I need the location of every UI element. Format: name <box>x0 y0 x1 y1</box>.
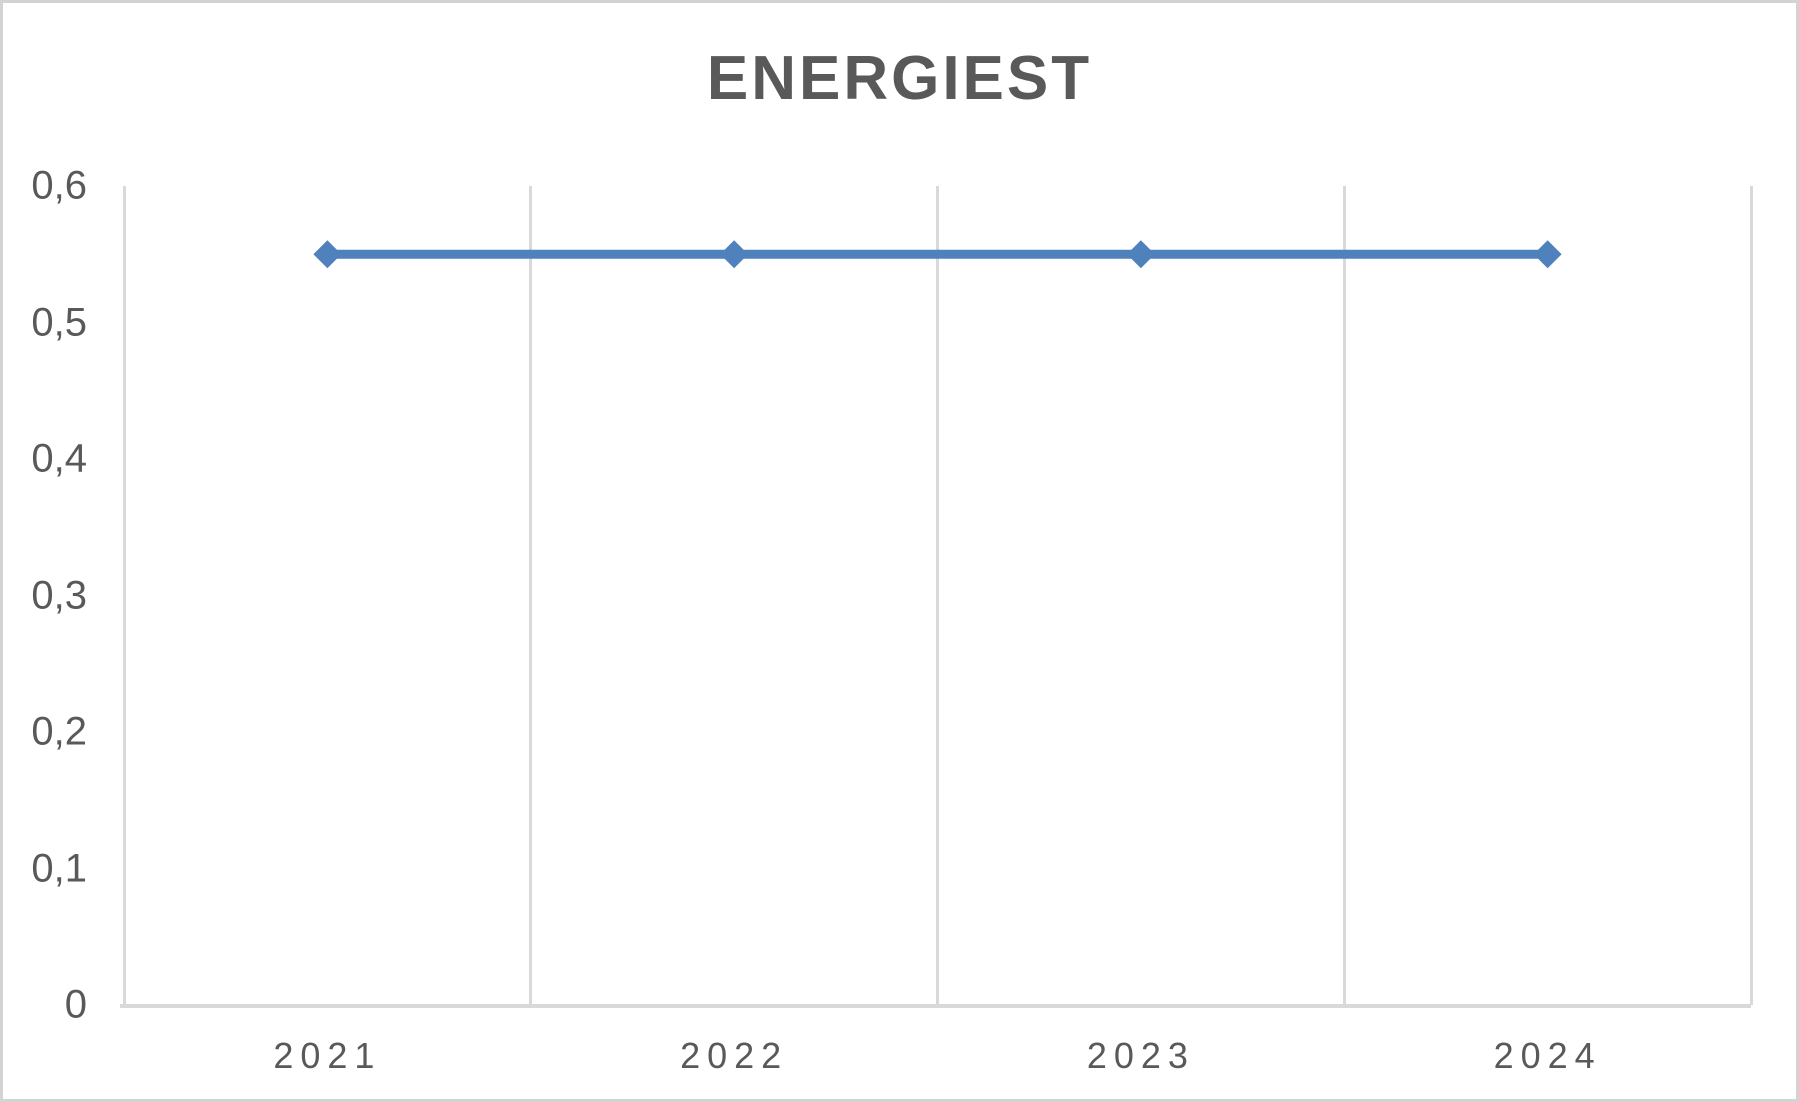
x-tick-label: 2023 <box>1086 1035 1195 1076</box>
plot-area <box>120 186 1753 1008</box>
y-axis-line <box>123 186 126 1005</box>
vertical-gridline <box>936 186 939 1005</box>
x-tick-label: 2024 <box>1493 1035 1602 1076</box>
y-tick-label: 0,1 <box>31 846 87 890</box>
x-tick-label: 2021 <box>273 1035 382 1076</box>
y-tick-label: 0 <box>64 982 87 1027</box>
x-tick-label: 2022 <box>680 1035 789 1076</box>
y-tick-label: 0,3 <box>31 573 87 617</box>
y-tick-label: 0,2 <box>31 709 87 754</box>
data-point-marker <box>313 240 342 269</box>
x-axis-line <box>120 1004 1751 1008</box>
y-axis-tick-labels: 0 0,1 0,2 0,3 0,4 0,5 0,6 <box>3 164 87 1027</box>
x-axis-tick-labels: 2021 2022 2023 2024 <box>124 1035 1751 1085</box>
vertical-gridline <box>1749 186 1753 1005</box>
data-point-marker <box>1533 240 1562 269</box>
y-tick-label: 0,6 <box>31 163 87 208</box>
y-tick-label: 0,5 <box>31 300 87 344</box>
y-tick-label: 0,4 <box>31 436 87 481</box>
chart-title: ENERGIEST <box>706 44 1093 113</box>
data-point-marker <box>720 240 749 269</box>
vertical-gridline <box>529 186 533 1005</box>
data-point-marker <box>1126 240 1155 269</box>
vertical-gridline <box>1342 186 1346 1005</box>
data-series-line <box>313 240 1562 269</box>
